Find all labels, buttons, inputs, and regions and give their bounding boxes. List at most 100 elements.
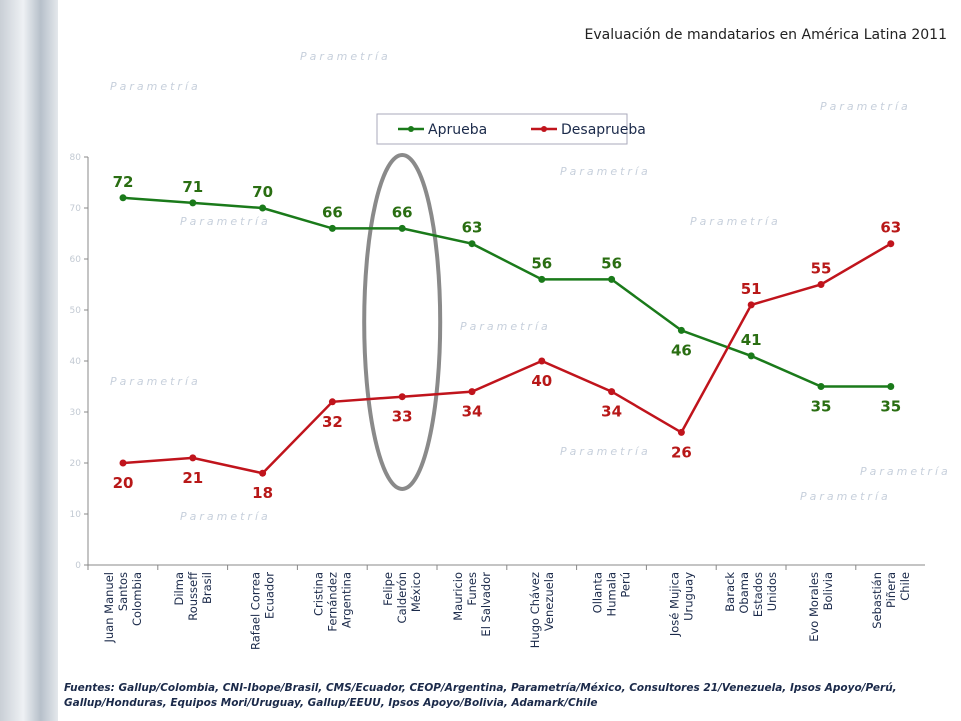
y-tick-label: 80: [70, 153, 82, 163]
x-tick-label-line: Hugo Chávez: [528, 572, 542, 648]
x-tick-label: Dilma Rousseff Brasil: [172, 571, 214, 621]
x-tick-label: Evo Morales Bolivia: [807, 572, 835, 642]
x-tick-label-line: Calderón: [395, 572, 409, 623]
x-tick-label-line: Sebastián: [870, 572, 884, 629]
sources-footnote: Fuentes: Gallup/Colombia, CNI-Ibope/Bras…: [64, 682, 897, 709]
x-tick-label-line: Barack: [723, 572, 737, 612]
x-tick-label-line: El Salvador: [479, 572, 493, 637]
data-label: 66: [322, 203, 343, 221]
data-label: 63: [880, 219, 901, 237]
watermark-text: Parametría: [860, 465, 951, 478]
x-tick-label-line: Juan Manuel: [102, 572, 116, 644]
x-tick-label: Ollanta Humala Perú: [591, 572, 633, 616]
series-line-desaprueba: [122, 242, 892, 475]
data-label: 55: [811, 260, 832, 278]
x-tick-label-line: Chile: [898, 572, 912, 601]
watermark-text: Parametría: [560, 165, 651, 178]
y-tick-label: 0: [75, 561, 81, 571]
data-label: 46: [671, 341, 692, 359]
x-tick-label: Felipe Calderón México: [381, 572, 423, 623]
x-tick-label-line: Colombia: [130, 572, 144, 626]
x-tick-label-line: Unidos: [765, 572, 779, 611]
x-tick-label-line: Uruguay: [681, 572, 695, 621]
data-point: [468, 388, 476, 396]
x-tick-label-line: México: [409, 572, 423, 612]
data-point: [887, 240, 895, 248]
y-tick-label: 50: [70, 306, 82, 316]
data-point: [468, 240, 476, 248]
x-tick-label-line: Brasil: [200, 572, 214, 604]
y-tick-label: 40: [70, 357, 82, 367]
watermark-text: Parametría: [560, 445, 651, 458]
data-label: 21: [182, 469, 203, 487]
x-tick-label-line: Argentina: [339, 572, 353, 628]
data-point: [747, 352, 755, 360]
watermark-text: Parametría: [110, 375, 201, 388]
data-label: 32: [322, 413, 343, 431]
highlight-ellipse: [362, 153, 443, 491]
data-label: 56: [531, 254, 552, 272]
chart-title: Evaluación de mandatarios en América Lat…: [584, 27, 947, 43]
data-point: [189, 199, 197, 207]
data-point: [817, 383, 825, 390]
watermark-text: Parametría: [300, 50, 391, 63]
x-tick-label: Cristina Fernández Argentina: [311, 572, 353, 632]
x-tick-label-line: Venezuela: [542, 572, 556, 631]
x-tick-label: Rafael Correa Ecuador: [249, 572, 277, 650]
x-tick-label-line: Fernández: [325, 572, 339, 632]
y-tick-label: 20: [70, 459, 82, 469]
data-label: 35: [880, 398, 901, 416]
data-point: [677, 326, 685, 334]
data-label: 41: [741, 331, 762, 349]
x-tick-label-line: Humala: [605, 572, 619, 616]
watermark-text: Parametría: [110, 80, 201, 93]
data-point: [259, 469, 267, 477]
data-label: 40: [531, 372, 552, 390]
x-tick-label: José Mujica Uruguay: [667, 572, 695, 637]
data-label: 34: [601, 403, 622, 421]
data-point: [677, 428, 685, 436]
data-point: [817, 281, 825, 288]
legend-label: Desaprueba: [561, 122, 646, 138]
data-point: [119, 459, 127, 467]
data-point: [398, 393, 406, 401]
watermark-text: Parametría: [460, 320, 551, 333]
x-tick-label-line: Ecuador: [263, 572, 277, 619]
y-tick-label: 30: [70, 408, 82, 418]
data-point: [887, 383, 895, 390]
legend-marker: [541, 126, 547, 132]
watermark-text: Parametría: [820, 100, 911, 113]
data-point: [328, 224, 336, 232]
data-label: 66: [392, 203, 413, 221]
x-tick-label-line: Cristina: [311, 572, 325, 616]
x-tick-label-line: Funes: [465, 572, 479, 606]
data-label: 72: [113, 173, 134, 191]
data-point: [328, 398, 336, 406]
x-tick-label-line: Ollanta: [591, 572, 605, 613]
x-tick-label-line: José Mujica: [667, 572, 681, 637]
watermark-text: Parametría: [180, 510, 271, 523]
legend-marker: [408, 126, 414, 132]
x-tick-label-line: Obama: [737, 572, 751, 614]
data-point: [189, 454, 197, 462]
series-line-aprueba: [122, 196, 891, 388]
data-point: [538, 275, 546, 283]
data-point: [608, 388, 616, 396]
data-point: [119, 194, 127, 202]
data-point: [538, 357, 546, 365]
watermark-text: Parametría: [690, 215, 781, 228]
x-tick-label: Sebastián Piñera Chile: [870, 572, 912, 629]
x-tick-label-line: Piñera: [884, 572, 898, 608]
x-tick-label: Mauricio Funes El Salvador: [451, 572, 493, 637]
x-tick-label-line: Santos: [116, 572, 130, 611]
data-label: 70: [252, 183, 273, 201]
y-tick-label: 10: [70, 510, 82, 520]
x-tick-label-line: Felipe: [381, 572, 395, 606]
data-label: 63: [462, 219, 483, 237]
x-tick-label-line: Rousseff: [186, 571, 200, 621]
data-point: [259, 204, 267, 212]
x-tick-label: Hugo Chávez Venezuela: [528, 572, 556, 648]
data-point: [747, 301, 755, 309]
x-tick-label-line: Bolivia: [821, 572, 835, 610]
y-tick-label: 70: [70, 204, 82, 214]
